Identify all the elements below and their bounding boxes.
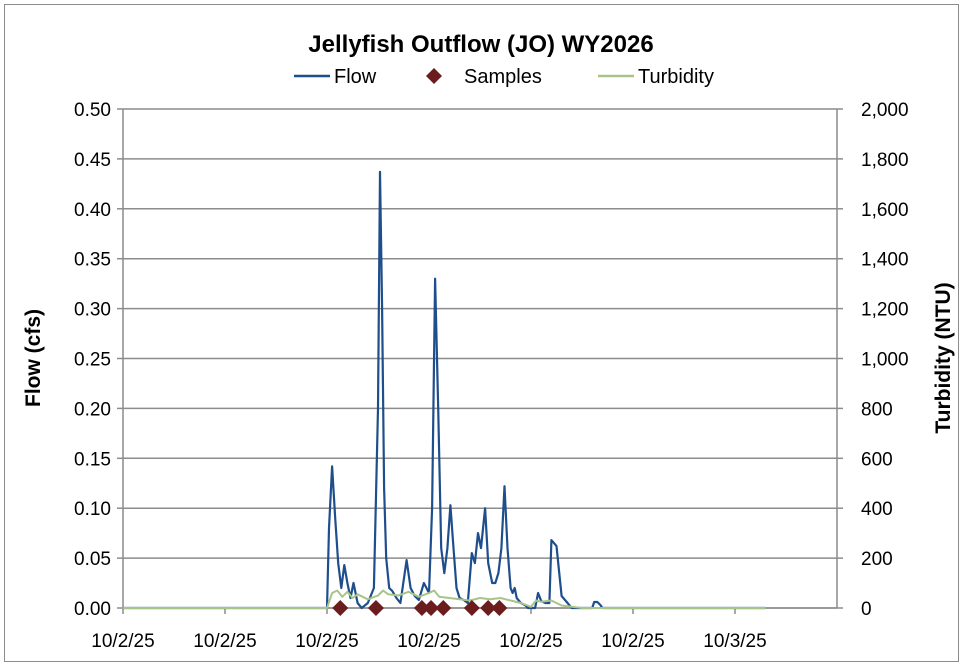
tick-labels: 0.00 0.05 0.10 0.15 0.20 0.25 0.30 0.35 0.40 0.45… xyxy=(74,100,909,652)
y2-tick-label: 1,400 xyxy=(861,250,909,271)
y2-tick-label: 1,800 xyxy=(861,150,909,171)
chart-title: Jellyfish Outflow (JO) WY2026 xyxy=(308,31,653,58)
x-tick-label: 10/2/25 xyxy=(397,631,460,652)
legend: Flow Samples Turbidity xyxy=(294,66,714,88)
series-layer xyxy=(123,170,766,616)
y2-tick-label: 200 xyxy=(861,549,893,570)
y2-tick-label: 1,200 xyxy=(861,300,909,321)
x-tick-label: 10/2/25 xyxy=(601,631,664,652)
y2-tick-label: 1,000 xyxy=(861,350,909,371)
y2-tick-label: 1,600 xyxy=(861,200,909,221)
y-tick-label: 0.50 xyxy=(74,100,111,121)
sample-point xyxy=(367,600,384,616)
y-tick-label: 0.35 xyxy=(74,250,111,271)
sample-point xyxy=(491,600,508,616)
y-tick-label: 0.05 xyxy=(74,549,111,570)
legend-turbidity-label: Turbidity xyxy=(638,66,714,88)
sample-point xyxy=(435,600,452,616)
y-tick-label: 0.20 xyxy=(74,399,111,420)
y-tick-label: 0.45 xyxy=(74,150,111,171)
y2-tick-label: 600 xyxy=(861,449,893,470)
y2-tick-label: 0 xyxy=(861,599,872,620)
sample-point xyxy=(480,600,497,616)
x-tick-label: 10/2/25 xyxy=(295,631,358,652)
legend-samples-marker xyxy=(426,68,442,84)
sample-point xyxy=(332,600,349,616)
legend-samples-label: Samples xyxy=(464,66,542,88)
y2-tick-label: 2,000 xyxy=(861,100,909,121)
gridlines xyxy=(123,108,837,609)
sample-point xyxy=(413,600,430,616)
sample-point xyxy=(463,600,480,616)
y2-axis-title: Turbidity (NTU) xyxy=(932,282,955,433)
turbidity-series-line xyxy=(123,589,766,609)
y-tick-label: 0.15 xyxy=(74,449,111,470)
y2-tick-label: 800 xyxy=(861,399,893,420)
x-tick-label: 10/2/25 xyxy=(499,631,562,652)
y-tick-label: 0.30 xyxy=(74,300,111,321)
y-tick-label: 0.00 xyxy=(74,599,111,620)
legend-flow-label: Flow xyxy=(334,66,377,88)
x-tick-label: 10/2/25 xyxy=(193,631,256,652)
y-tick-label: 0.10 xyxy=(74,499,111,520)
y2-tick-label: 400 xyxy=(861,499,893,520)
chart-frame xyxy=(4,4,959,662)
y-tick-label: 0.25 xyxy=(74,350,111,371)
x-tick-label: 10/3/25 xyxy=(703,631,766,652)
flow-series-line xyxy=(123,170,766,610)
y-axis-title: Flow (cfs) xyxy=(22,309,45,407)
sample-point xyxy=(423,600,440,616)
y-tick-label: 0.40 xyxy=(74,200,111,221)
x-tick-label: 10/2/25 xyxy=(91,631,154,652)
